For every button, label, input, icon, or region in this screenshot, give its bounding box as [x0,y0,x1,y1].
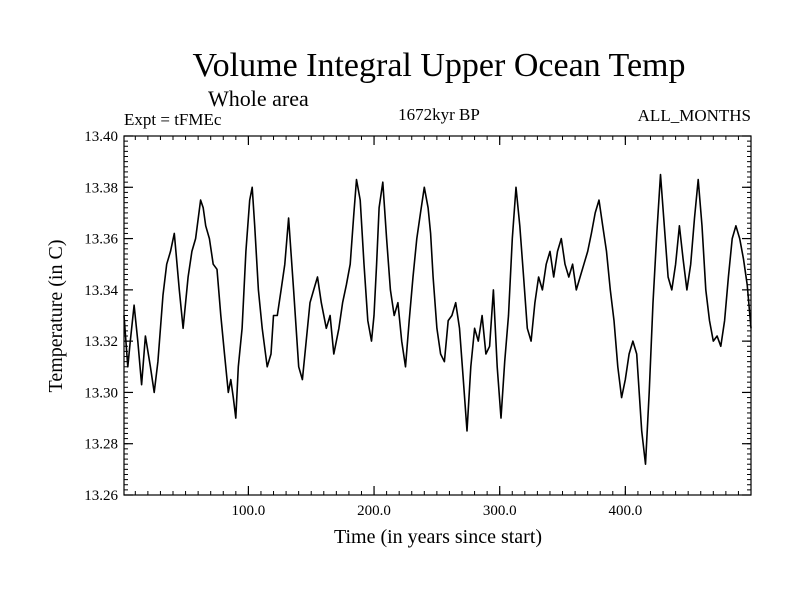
y-tick-label: 13.30 [84,385,118,401]
months-label: ALL_MONTHS [638,106,751,125]
x-axis-label: Time (in years since start) [334,526,542,548]
y-tick-label: 13.38 [84,180,118,196]
series-line [123,173,752,466]
y-tick-label: 13.34 [84,283,118,299]
y-tick-label: 13.26 [84,488,118,504]
plot-frame [123,135,752,496]
y-tick-label: 13.40 [84,129,118,145]
chart-title: Volume Integral Upper Ocean Temp [193,47,686,84]
x-minor-ticks [134,136,739,495]
y-tick-label: 13.36 [84,232,118,248]
x-axis-ticks: 100.0 200.0 300.0 400.0 [232,136,642,519]
x-tick-label: 300.0 [483,503,517,519]
chart-subtitle: Whole area [208,86,309,111]
x-tick-label: 200.0 [357,503,391,519]
x-tick-label: 100.0 [232,503,266,519]
experiment-label: Expt = tFMEc [124,110,222,129]
y-tick-label: 13.28 [84,437,118,453]
y-minor-ticks [124,135,751,496]
y-axis-label: Temperature (in C) [45,240,67,393]
x-tick-label: 400.0 [608,503,642,519]
y-tick-label: 13.32 [84,334,118,350]
y-axis-ticks: 13.26 13.28 13.30 13.32 13.34 13.36 13.38 13.40 [84,129,751,504]
period-label: 1672kyr BP [398,105,480,124]
